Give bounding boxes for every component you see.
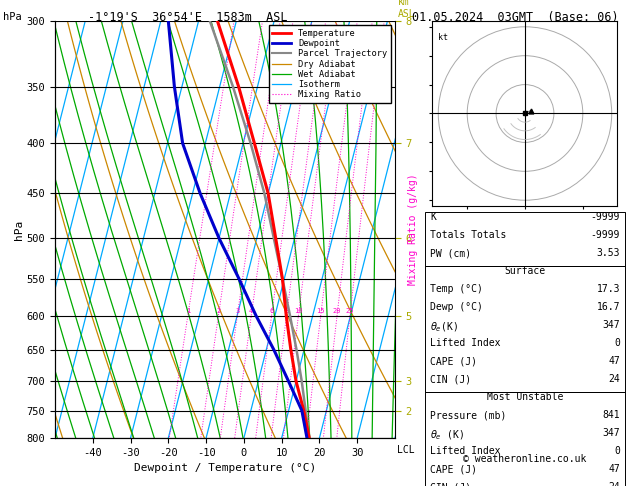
Legend: Temperature, Dewpoint, Parcel Trajectory, Dry Adiabat, Wet Adiabat, Isotherm, Mi: Temperature, Dewpoint, Parcel Trajectory… bbox=[269, 25, 391, 103]
Text: Surface: Surface bbox=[504, 266, 545, 276]
Text: 20: 20 bbox=[333, 308, 342, 313]
Text: 6: 6 bbox=[269, 308, 274, 313]
Y-axis label: hPa: hPa bbox=[14, 219, 24, 240]
Text: -1°19'S  36°54'E  1583m  ASL: -1°19'S 36°54'E 1583m ASL bbox=[88, 11, 287, 24]
Text: 24: 24 bbox=[608, 374, 620, 384]
Text: PW (cm): PW (cm) bbox=[430, 248, 471, 258]
Text: km
ASL: km ASL bbox=[398, 0, 416, 18]
Text: Most Unstable: Most Unstable bbox=[487, 392, 563, 402]
Text: -9999: -9999 bbox=[591, 230, 620, 240]
Text: kt: kt bbox=[438, 33, 448, 42]
Text: 47: 47 bbox=[608, 356, 620, 366]
Text: Lifted Index: Lifted Index bbox=[430, 338, 501, 348]
Text: Mixing Ratio (g/kg): Mixing Ratio (g/kg) bbox=[408, 174, 418, 285]
Text: hPa: hPa bbox=[3, 12, 22, 22]
Text: -9999: -9999 bbox=[591, 212, 620, 222]
Text: 25: 25 bbox=[346, 308, 354, 313]
Text: 4: 4 bbox=[249, 308, 253, 313]
X-axis label: Dewpoint / Temperature (°C): Dewpoint / Temperature (°C) bbox=[134, 463, 316, 473]
Text: 347: 347 bbox=[603, 428, 620, 438]
Text: 24: 24 bbox=[608, 482, 620, 486]
Text: Totals Totals: Totals Totals bbox=[430, 230, 506, 240]
Text: 16.7: 16.7 bbox=[596, 302, 620, 312]
Text: 0: 0 bbox=[614, 338, 620, 348]
Text: © weatheronline.co.uk: © weatheronline.co.uk bbox=[464, 454, 587, 464]
Text: CAPE (J): CAPE (J) bbox=[430, 464, 477, 474]
Text: 347: 347 bbox=[603, 320, 620, 330]
Text: CIN (J): CIN (J) bbox=[430, 374, 471, 384]
Text: Dewp (°C): Dewp (°C) bbox=[430, 302, 483, 312]
Text: 17.3: 17.3 bbox=[596, 284, 620, 294]
Text: 3.53: 3.53 bbox=[596, 248, 620, 258]
Text: LCL: LCL bbox=[397, 445, 415, 455]
Text: 2: 2 bbox=[216, 308, 221, 313]
Text: 01.05.2024  03GMT  (Base: 06): 01.05.2024 03GMT (Base: 06) bbox=[412, 11, 618, 24]
Text: $\mathit{\theta}_e$ (K): $\mathit{\theta}_e$ (K) bbox=[430, 428, 464, 442]
Text: 0: 0 bbox=[614, 446, 620, 456]
Text: 10: 10 bbox=[294, 308, 303, 313]
Text: Temp (°C): Temp (°C) bbox=[430, 284, 483, 294]
Text: CIN (J): CIN (J) bbox=[430, 482, 471, 486]
Text: Pressure (mb): Pressure (mb) bbox=[430, 410, 506, 420]
Text: 1: 1 bbox=[186, 308, 190, 313]
Text: CAPE (J): CAPE (J) bbox=[430, 356, 477, 366]
Text: K: K bbox=[430, 212, 436, 222]
Text: 8: 8 bbox=[284, 308, 289, 313]
Text: 841: 841 bbox=[603, 410, 620, 420]
Text: 3: 3 bbox=[235, 308, 240, 313]
Text: Lifted Index: Lifted Index bbox=[430, 446, 501, 456]
Text: 15: 15 bbox=[316, 308, 325, 313]
Text: 47: 47 bbox=[608, 464, 620, 474]
Text: $\mathit{\theta}_e$(K): $\mathit{\theta}_e$(K) bbox=[430, 320, 458, 333]
